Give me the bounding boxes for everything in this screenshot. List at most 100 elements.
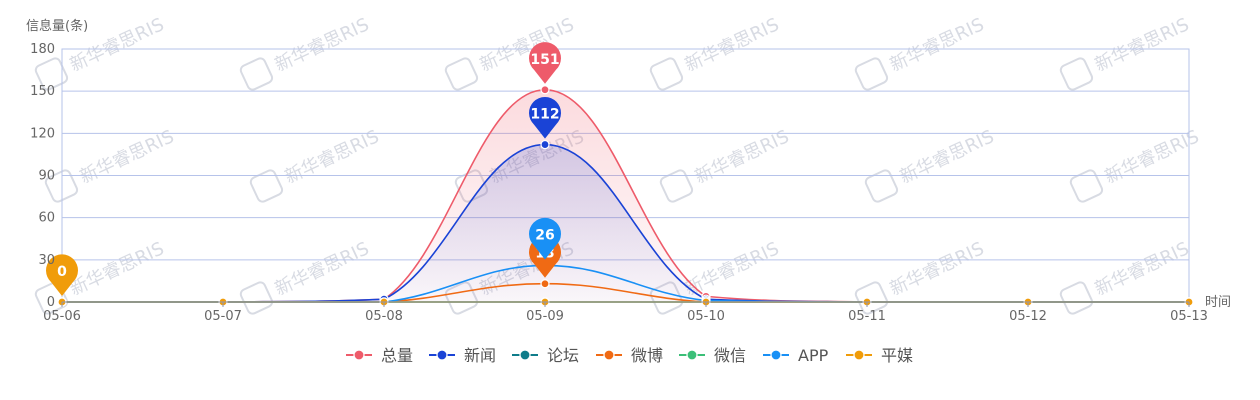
watermark-logo-icon — [854, 57, 889, 91]
legend-marker-icon — [436, 349, 448, 361]
watermark-text: 新华睿思RIS — [1092, 238, 1193, 300]
y-tick-label: 150 — [30, 84, 55, 99]
y-axis-title: 信息量(条) — [26, 18, 88, 34]
watermark-logo-icon — [239, 281, 274, 315]
watermark-text: 新华睿思RIS — [77, 126, 178, 188]
legend-label: 论坛 — [547, 346, 579, 365]
legend-item-6[interactable]: 平媒 — [846, 346, 913, 365]
watermark-text: 新华睿思RIS — [1102, 126, 1203, 188]
y-tick-label: 0 — [47, 295, 55, 310]
watermark-logo-icon — [864, 169, 899, 203]
legend-label: 平媒 — [881, 346, 913, 365]
pin-marker-icon — [529, 96, 561, 139]
watermark-text: 新华睿思RIS — [1092, 14, 1193, 76]
watermark-text: 新华睿思RIS — [272, 14, 373, 76]
legend-label: 总量 — [381, 346, 413, 365]
watermark-tile: 新华睿思RIS — [239, 238, 373, 315]
value-pin: 26 — [529, 217, 561, 260]
watermark-tile: 新华睿思RIS — [249, 126, 383, 203]
watermark-logo-icon — [1069, 169, 1104, 203]
legend-item-1[interactable]: 新闻 — [429, 346, 496, 365]
value-pin: 0 — [45, 254, 78, 296]
watermark-logo-icon — [1059, 57, 1094, 91]
value-pin: 151 — [529, 42, 561, 84]
legend-item-4[interactable]: 微信 — [679, 346, 746, 365]
watermark-tile: 新华睿思RIS — [44, 126, 178, 203]
watermark-tile: 新华睿思RIS — [1059, 14, 1193, 91]
y-tick-label: 90 — [38, 169, 55, 184]
x-tick-label: 05-10 — [687, 309, 725, 324]
watermark-text: 新华睿思RIS — [272, 238, 373, 300]
value-pin: 112 — [529, 96, 561, 139]
y-tick-label: 30 — [38, 253, 55, 268]
legend-label: 微信 — [714, 346, 746, 365]
series-area-0 — [62, 89, 1189, 302]
watermark-logo-icon — [239, 57, 274, 91]
pin-marker-icon — [529, 42, 561, 84]
watermark-logo-icon — [34, 57, 69, 91]
watermark-tile: 新华睿思RIS — [1059, 238, 1193, 315]
watermark-logo-icon — [659, 169, 694, 203]
y-tick-label: 180 — [30, 42, 55, 57]
pin-value-label: 151 — [530, 52, 559, 68]
x-tick-label: 05-12 — [1009, 309, 1047, 324]
legend-label: 微博 — [631, 346, 663, 365]
watermark-tile: 新华睿思RIS — [1069, 126, 1203, 203]
legend-marker-icon — [853, 349, 865, 361]
watermark-text: 新华睿思RIS — [67, 238, 168, 300]
data-point[interactable] — [540, 85, 550, 95]
watermark-text: 新华睿思RIS — [282, 126, 383, 188]
watermark-logo-icon — [444, 57, 479, 91]
x-tick-label: 05-06 — [43, 309, 81, 324]
watermark-tile: 新华睿思RIS — [659, 126, 793, 203]
legend-marker-icon — [519, 349, 531, 361]
chart-pins: 15111213260 — [45, 42, 561, 296]
legend-item-0[interactable]: 总量 — [346, 346, 413, 365]
x-tick-label: 05-11 — [848, 309, 886, 324]
chart-areas — [62, 89, 1189, 302]
legend-marker-icon — [770, 349, 782, 361]
watermark-text: 新华睿思RIS — [682, 14, 783, 76]
x-axis-title: 时间 — [1205, 295, 1231, 310]
legend-item-3[interactable]: 微博 — [596, 346, 663, 365]
watermark-tile: 新华睿思RIS — [239, 14, 373, 91]
legend-item-5[interactable]: APP — [763, 346, 829, 365]
pin-value-label: 112 — [530, 107, 559, 123]
pin-marker-icon — [529, 217, 561, 260]
watermark-text: 新华睿思RIS — [887, 238, 988, 300]
watermark-logo-icon — [249, 169, 284, 203]
watermark-logo-icon — [854, 281, 889, 315]
watermark-logo-icon — [649, 57, 684, 91]
watermark-text: 新华睿思RIS — [477, 14, 578, 76]
watermark-text: 新华睿思RIS — [897, 126, 998, 188]
watermark-tile: 新华睿思RIS — [854, 238, 988, 315]
watermark-tile: 新华睿思RIS — [854, 14, 988, 91]
watermark-text: 新华睿思RIS — [887, 14, 988, 76]
data-point[interactable] — [540, 279, 550, 289]
pin-value-label: 0 — [57, 264, 67, 280]
watermark-text: 新华睿思RIS — [692, 126, 793, 188]
chart-legend[interactable]: 总量 新闻 论坛 微博 微信 APP 平媒 — [346, 346, 913, 365]
legend-label: 新闻 — [464, 346, 496, 365]
x-tick-label: 05-08 — [365, 309, 403, 324]
x-tick-label: 05-09 — [526, 309, 564, 324]
legend-marker-icon — [686, 349, 698, 361]
watermark-tile: 新华睿思RIS — [649, 14, 783, 91]
legend-marker-icon — [353, 349, 365, 361]
y-tick-label: 120 — [30, 126, 55, 141]
x-tick-label: 05-13 — [1170, 309, 1208, 324]
series-area-1 — [62, 144, 1189, 302]
pin-value-label: 26 — [535, 227, 554, 243]
y-tick-label: 60 — [38, 211, 55, 226]
legend-item-2[interactable]: 论坛 — [512, 346, 579, 365]
watermark-logo-icon — [44, 169, 79, 203]
watermark-tile: 新华睿思RIS — [864, 126, 998, 203]
legend-marker-icon — [603, 349, 615, 361]
data-point[interactable] — [540, 139, 550, 150]
pin-marker-icon — [45, 254, 78, 296]
watermark-logo-icon — [1059, 281, 1094, 315]
legend-label: APP — [798, 346, 829, 365]
x-tick-label: 05-07 — [204, 309, 242, 324]
